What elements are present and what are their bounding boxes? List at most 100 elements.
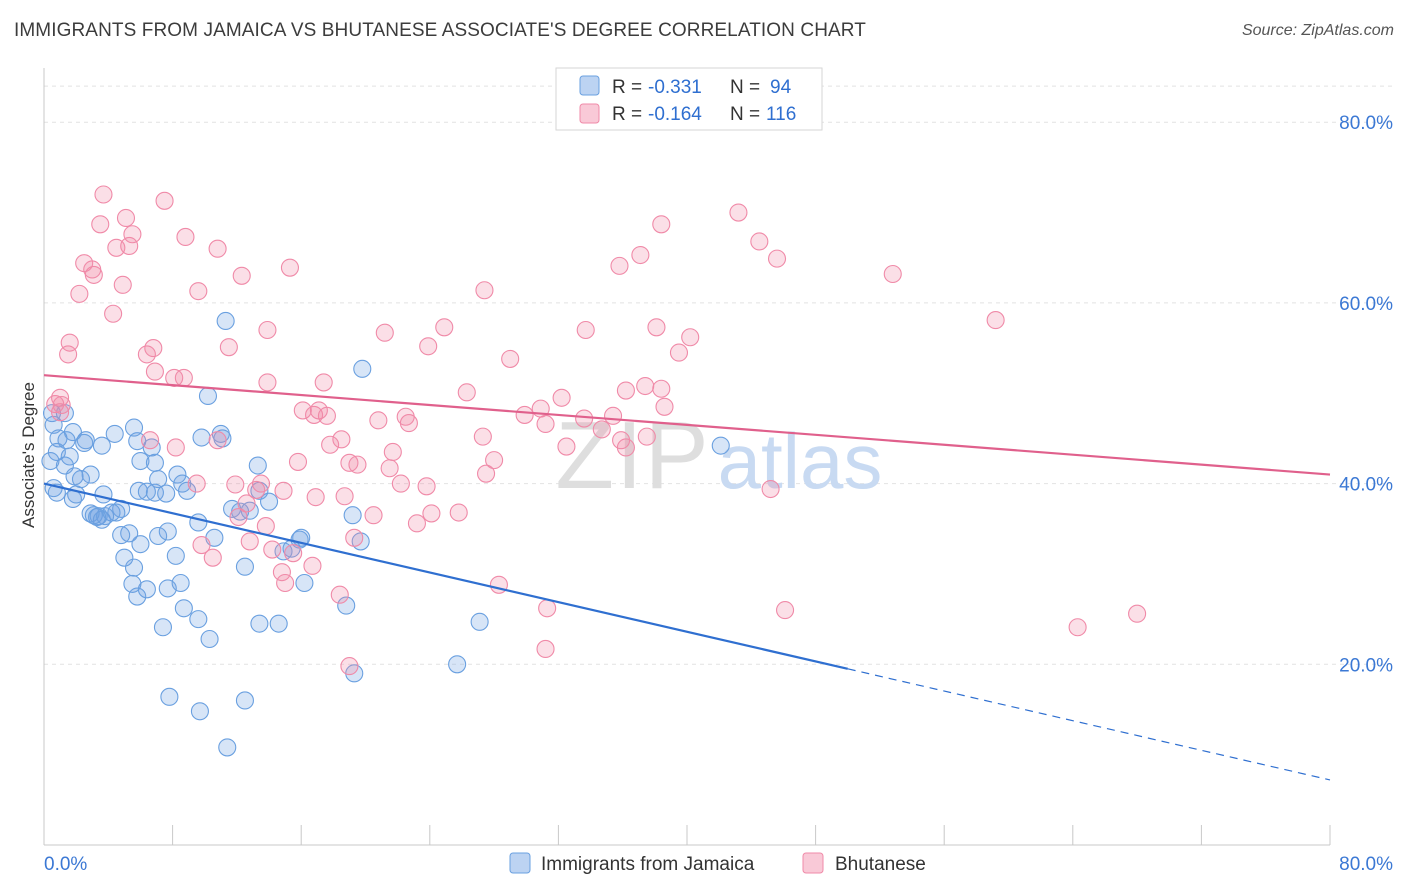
- jamaica-point: [123, 574, 142, 593]
- bhutanese-point: [636, 376, 655, 396]
- y-tick-label: 40.0%: [1339, 475, 1393, 496]
- jamaica-point: [87, 507, 107, 527]
- bhutanese-point: [750, 232, 769, 251]
- jamaica-point: [105, 424, 124, 443]
- bhutanese-point: [145, 362, 164, 381]
- jamaica-point: [166, 546, 185, 565]
- bhutanese-point: [84, 265, 103, 284]
- jamaica-point: [84, 506, 103, 525]
- bhutanese-point: [51, 388, 70, 407]
- y-tick-label: 80.0%: [1339, 113, 1393, 134]
- jamaica-point: [81, 465, 100, 484]
- jamaica-point: [218, 738, 237, 757]
- bhutanese-point: [240, 532, 259, 551]
- bhutanese-point: [332, 430, 351, 449]
- jamaica-point: [41, 451, 60, 471]
- jamaica-point: [168, 465, 187, 484]
- bhutanese-point: [52, 395, 71, 415]
- x-tick-label-start: 0.0%: [44, 854, 87, 875]
- bhutanese-point: [652, 379, 671, 398]
- jamaica-point: [149, 470, 168, 489]
- stats-r-label-jamaica: R =: [612, 77, 647, 98]
- source-label: Source: ZipAtlas.com: [1241, 22, 1394, 39]
- bhutanese-point: [364, 506, 383, 525]
- bhutanese-point: [631, 245, 650, 265]
- jamaica-point: [153, 618, 173, 637]
- bhutanese-point: [473, 427, 492, 446]
- jamaica-point: [75, 433, 94, 452]
- stats-n-value-bhutanese: 116: [766, 104, 796, 125]
- jamaica-point: [216, 311, 235, 331]
- bhutanese-point: [475, 281, 494, 300]
- bhutanese-point: [457, 383, 476, 402]
- bhutanese-point: [176, 227, 195, 247]
- bhutanese-point: [592, 420, 611, 439]
- chart-title: IMMIGRANTS FROM JAMAICA VS BHUTANESE ASS…: [14, 20, 866, 41]
- axes: [43, 68, 1331, 846]
- bhutanese-points: [46, 185, 1147, 676]
- bhutanese-point: [165, 368, 184, 387]
- bhutanese-point: [174, 368, 193, 387]
- bhutanese-point: [187, 474, 206, 493]
- jamaica-point: [190, 702, 209, 721]
- bhutanese-point: [51, 403, 70, 422]
- bhutanese-point: [729, 203, 748, 222]
- bhutanese-point: [536, 639, 555, 658]
- stats-r-label-bhutanese: R =: [612, 104, 647, 125]
- bhutanese-point: [208, 431, 227, 450]
- bhutanese-point: [391, 474, 410, 493]
- jamaica-point: [250, 614, 269, 633]
- bhutanese-point: [369, 411, 388, 430]
- bhutanese-point: [375, 323, 394, 342]
- bhutanese-point: [1128, 604, 1147, 623]
- bhutanese-point: [141, 431, 160, 450]
- bhutanese-point: [192, 535, 211, 555]
- watermark-atlas: atlas: [718, 417, 883, 505]
- bhutanese-point: [604, 406, 623, 425]
- jamaica-point: [145, 453, 164, 472]
- bhutanese-point: [776, 601, 795, 620]
- legend-label-bhutanese: Bhutanese: [835, 854, 926, 875]
- jamaica-point: [124, 558, 144, 577]
- bhutanese-point: [288, 452, 308, 471]
- bhutanese-point: [538, 599, 557, 618]
- legend-label-jamaica: Immigrants from Jamaica: [541, 854, 755, 875]
- bhutanese-point: [575, 409, 594, 428]
- jamaica-point: [112, 526, 131, 545]
- jamaica-point: [200, 629, 219, 649]
- jamaica-point: [102, 503, 121, 522]
- bhutanese-point: [123, 225, 142, 244]
- bhutanese-point: [272, 563, 291, 582]
- bhutanese-point: [293, 401, 312, 420]
- bhutanese-point: [155, 191, 174, 210]
- y-axis-tick-labels: 20.0% 40.0% 60.0% 80.0%: [1339, 113, 1393, 676]
- bhutanese-point: [306, 488, 325, 507]
- bhutanese-point: [449, 503, 468, 522]
- jamaica-point: [124, 418, 144, 437]
- bhutanese-point: [435, 318, 454, 337]
- bhutanese-point: [94, 185, 113, 204]
- jamaica-point: [60, 447, 79, 466]
- bhutanese-point: [284, 544, 303, 563]
- bhutanese-point: [280, 258, 299, 277]
- bhutanese-point: [380, 459, 399, 478]
- bhutanese-point: [383, 442, 402, 462]
- jamaica-point: [174, 599, 193, 618]
- jamaica-point: [269, 614, 288, 633]
- bhutanese-point: [883, 264, 902, 284]
- bhutanese-point: [60, 333, 79, 352]
- bhutanese-point: [477, 464, 496, 483]
- bhutanese-point: [120, 236, 139, 256]
- bhutanese-point: [396, 407, 415, 426]
- stats-legend: R = -0.331 N = 94 R = -0.164 N = 116: [555, 67, 823, 131]
- jamaica-point: [353, 359, 372, 378]
- bhutanese-point: [647, 318, 666, 337]
- jamaica-point: [192, 428, 211, 447]
- bhutanese-point: [321, 435, 340, 454]
- bhutanese-point: [681, 328, 700, 347]
- stats-n-label-bhutanese: N =: [730, 104, 765, 125]
- bhutanese-point: [104, 304, 123, 323]
- jamaica-point: [189, 610, 208, 629]
- bhutanese-point: [237, 494, 256, 513]
